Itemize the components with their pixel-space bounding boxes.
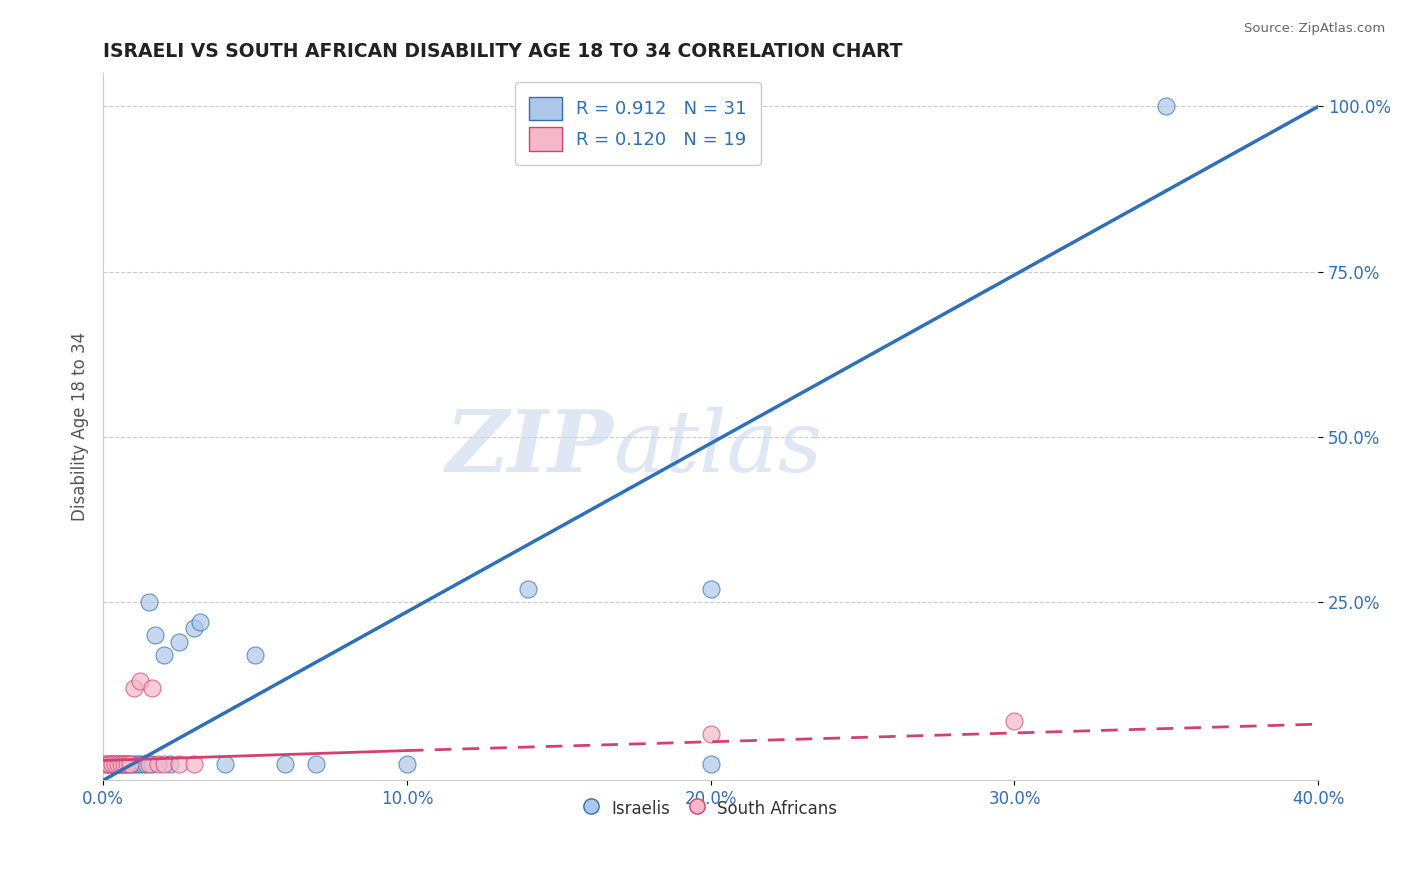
Point — [305, 756, 328, 771]
Point — [141, 756, 163, 771]
Point — [243, 648, 266, 662]
Point — [274, 756, 297, 771]
Point — [159, 756, 181, 771]
Point — [104, 756, 127, 771]
Point — [153, 648, 176, 662]
Point — [101, 756, 124, 771]
Point — [146, 756, 169, 771]
Y-axis label: Disability Age 18 to 34: Disability Age 18 to 34 — [72, 333, 89, 522]
Point — [112, 756, 135, 771]
Point — [128, 674, 150, 689]
Point — [138, 595, 160, 609]
Point — [128, 756, 150, 771]
Point — [143, 628, 166, 642]
Point — [699, 582, 721, 596]
Point — [141, 681, 163, 695]
Point — [104, 756, 127, 771]
Point — [117, 756, 139, 771]
Point — [167, 634, 190, 648]
Point — [96, 756, 118, 771]
Point — [214, 756, 236, 771]
Point — [107, 756, 129, 771]
Point — [96, 756, 118, 771]
Point — [122, 681, 145, 695]
Point — [183, 756, 205, 771]
Point — [110, 756, 132, 771]
Point — [112, 756, 135, 771]
Text: ZIP: ZIP — [446, 407, 613, 490]
Point — [699, 756, 721, 771]
Point — [188, 615, 211, 629]
Text: ISRAELI VS SOUTH AFRICAN DISABILITY AGE 18 TO 34 CORRELATION CHART: ISRAELI VS SOUTH AFRICAN DISABILITY AGE … — [103, 42, 903, 61]
Point — [120, 756, 142, 771]
Point — [699, 727, 721, 741]
Text: atlas: atlas — [613, 407, 823, 490]
Point — [98, 756, 121, 771]
Point — [120, 756, 142, 771]
Point — [107, 756, 129, 771]
Point — [117, 756, 139, 771]
Point — [125, 756, 148, 771]
Point — [1004, 714, 1026, 728]
Point — [138, 756, 160, 771]
Point — [517, 582, 540, 596]
Point — [110, 756, 132, 771]
Point — [122, 756, 145, 771]
Point — [183, 621, 205, 635]
Point — [1156, 99, 1178, 113]
Point — [98, 756, 121, 771]
Point — [395, 756, 418, 771]
Text: Source: ZipAtlas.com: Source: ZipAtlas.com — [1244, 22, 1385, 36]
Legend: Israelis, South Africans: Israelis, South Africans — [578, 791, 844, 825]
Point — [101, 756, 124, 771]
Point — [153, 756, 176, 771]
Point — [167, 756, 190, 771]
Point — [135, 756, 157, 771]
Point — [131, 756, 153, 771]
